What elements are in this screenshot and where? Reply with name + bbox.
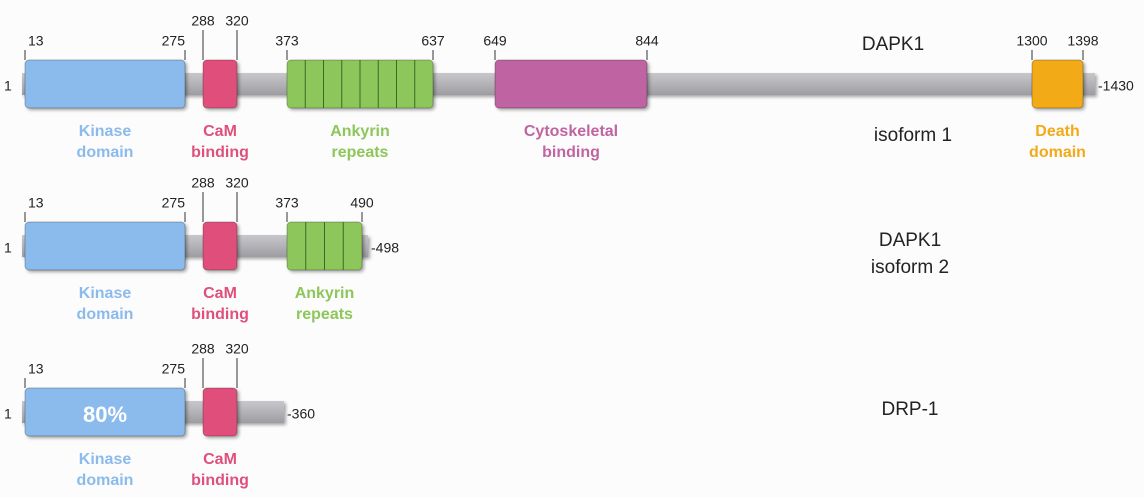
position-label: 13 bbox=[28, 361, 44, 377]
position-label: 637 bbox=[421, 33, 445, 49]
domain-label: CaM bbox=[203, 285, 237, 302]
domain-label: domain bbox=[77, 472, 134, 489]
domain-label: Cytoskeletal bbox=[524, 123, 618, 140]
domain bbox=[1031, 59, 1084, 109]
protein-name: DAPK1 bbox=[862, 34, 924, 55]
domain-label: Ankyrin bbox=[330, 123, 390, 140]
domain-label: binding bbox=[191, 144, 249, 161]
position-label: 13 bbox=[28, 33, 44, 49]
domain-label: CaM bbox=[203, 451, 237, 468]
domain bbox=[24, 387, 186, 437]
domain-label: CaM bbox=[203, 123, 237, 140]
domain bbox=[24, 59, 186, 109]
end-label: -360 bbox=[287, 406, 315, 422]
end-label: -498 bbox=[371, 240, 399, 256]
position-label: 288 bbox=[191, 175, 215, 191]
domain-label: repeats bbox=[332, 144, 389, 161]
end-label: -1430 bbox=[1098, 78, 1134, 94]
domain bbox=[202, 59, 238, 109]
start-label: 1 bbox=[4, 406, 12, 422]
domain-label: repeats bbox=[296, 306, 353, 323]
domain-label: Ankyrin bbox=[295, 285, 355, 302]
start-label: 1 bbox=[4, 240, 12, 256]
position-label: 1300 bbox=[1016, 33, 1047, 49]
protein-name: isoform 1 bbox=[874, 125, 952, 146]
position-label: 320 bbox=[225, 341, 249, 357]
domain-label: binding bbox=[191, 306, 249, 323]
position-label: 844 bbox=[635, 33, 659, 49]
domain-label: domain bbox=[77, 144, 134, 161]
domain bbox=[202, 221, 238, 271]
domain-label: binding bbox=[542, 144, 600, 161]
position-label: 275 bbox=[162, 33, 186, 49]
position-label: 320 bbox=[225, 175, 249, 191]
position-label: 275 bbox=[162, 195, 186, 211]
position-label: 1398 bbox=[1067, 33, 1098, 49]
annotation: 80% bbox=[83, 402, 127, 427]
protein-name: DRP-1 bbox=[881, 399, 938, 420]
position-label: 320 bbox=[225, 13, 249, 29]
domain bbox=[202, 387, 238, 437]
domain-label: Kinase bbox=[79, 285, 132, 302]
position-label: 490 bbox=[350, 195, 374, 211]
domain-label: Kinase bbox=[79, 123, 132, 140]
position-label: 275 bbox=[162, 361, 186, 377]
domain-label: binding bbox=[191, 472, 249, 489]
position-label: 288 bbox=[191, 13, 215, 29]
position-label: 288 bbox=[191, 341, 215, 357]
position-label: 13 bbox=[28, 195, 44, 211]
position-label: 373 bbox=[275, 195, 299, 211]
domain bbox=[24, 221, 186, 271]
start-label: 1 bbox=[4, 78, 12, 94]
domain bbox=[494, 59, 648, 109]
domain-label: Death bbox=[1035, 123, 1079, 140]
protein-name: isoform 2 bbox=[871, 257, 949, 278]
domain-label: domain bbox=[1029, 144, 1086, 161]
protein-name: DAPK1 bbox=[879, 230, 941, 251]
position-label: 373 bbox=[275, 33, 299, 49]
domain-label: domain bbox=[77, 306, 134, 323]
position-label: 649 bbox=[483, 33, 507, 49]
domain-label: Kinase bbox=[79, 451, 132, 468]
